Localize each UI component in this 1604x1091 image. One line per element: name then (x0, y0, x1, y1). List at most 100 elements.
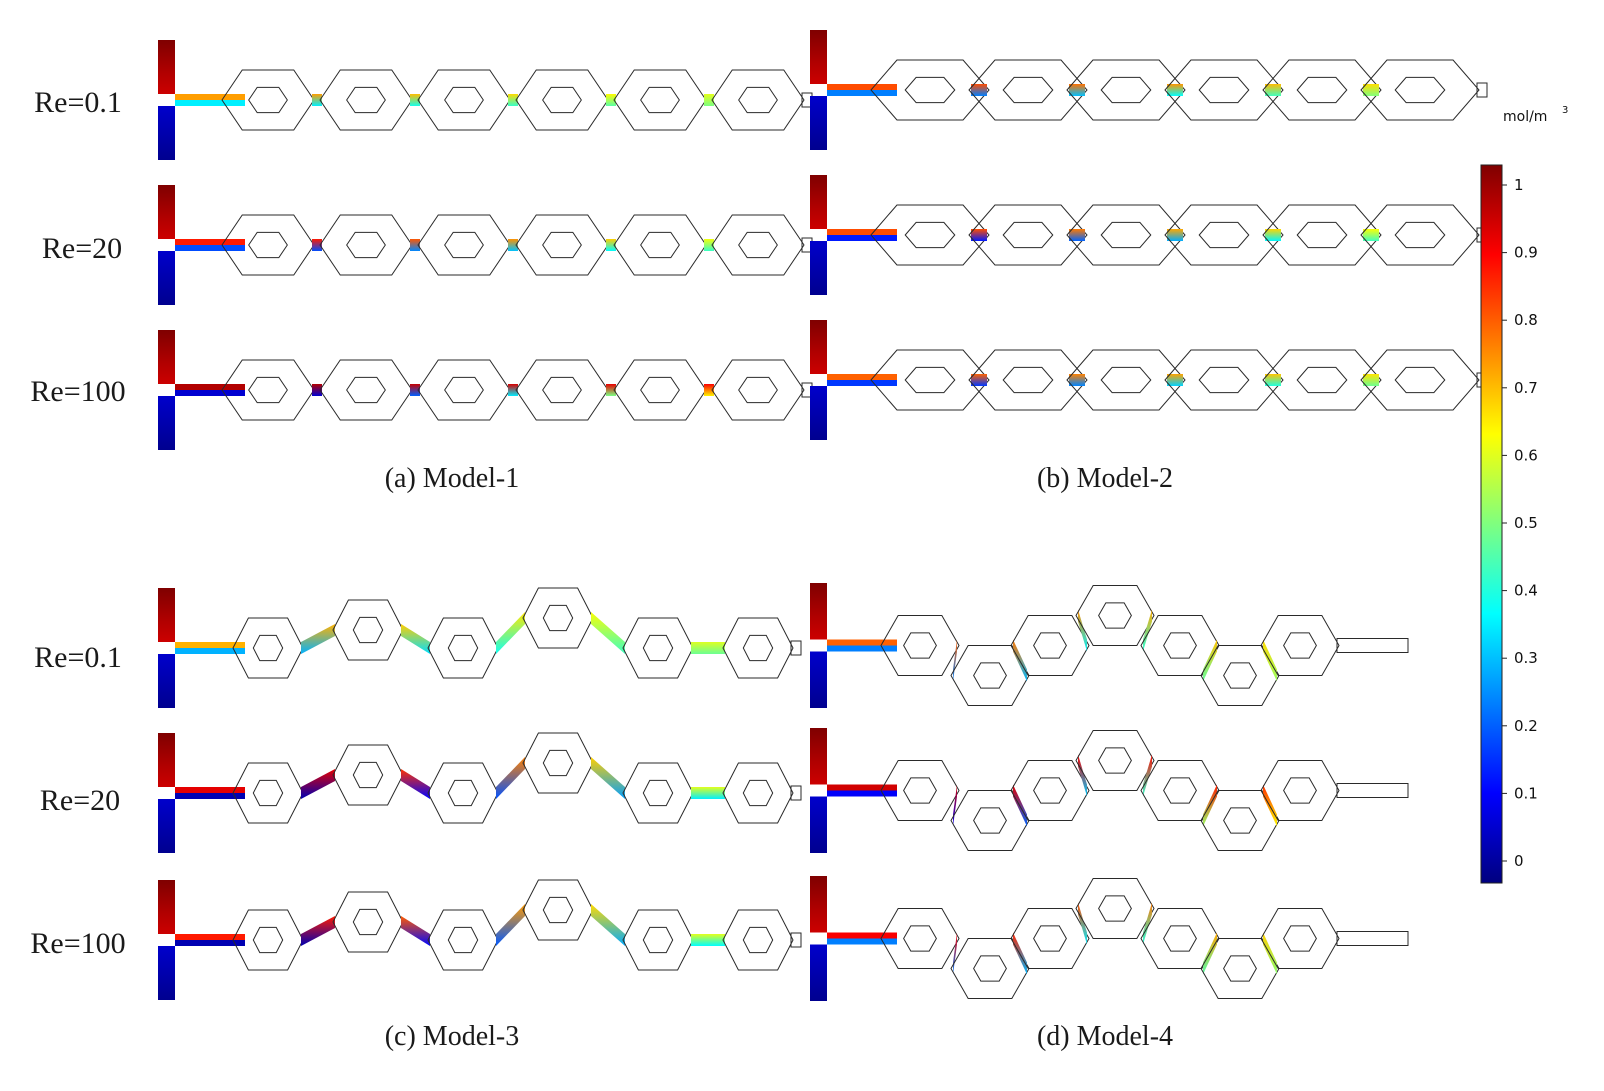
obstacle (1098, 747, 1132, 774)
mixing-chamber (622, 617, 694, 679)
mixing-chamber (427, 909, 499, 971)
obstacle (542, 749, 574, 777)
obstacle (973, 662, 1007, 689)
mixing-chamber (417, 214, 511, 276)
connector-channel (953, 639, 957, 682)
inlet-stream-top (827, 639, 897, 646)
inlet-stream-top (175, 384, 245, 390)
connector-channel (401, 916, 430, 946)
connector-channel (1069, 229, 1085, 241)
obstacle (447, 634, 479, 662)
connector-channel (1069, 84, 1085, 96)
obstacle (904, 366, 956, 394)
connector-channel (1143, 754, 1152, 797)
outlet-channel (1476, 82, 1488, 98)
mixing-chamber (1164, 204, 1284, 266)
connector-channel (301, 769, 335, 799)
inlet-stream-top (827, 784, 897, 791)
row-re-0-1 (158, 40, 813, 160)
obstacle (252, 926, 284, 954)
obstacle (742, 779, 774, 807)
inlet-b-channel (158, 654, 175, 708)
inlet-b-channel (810, 651, 827, 708)
inlet-a-channel (810, 876, 827, 933)
colorbar-tick-label: 0.1 (1514, 784, 1538, 802)
mixing-unit (870, 349, 990, 411)
mixing-chamber (968, 59, 1088, 121)
inlet-stream-bottom (827, 790, 897, 797)
connector-channel (312, 239, 322, 251)
obstacle (738, 231, 778, 259)
obstacle (1033, 925, 1067, 952)
mixing-unit (515, 69, 609, 131)
obstacle (1394, 366, 1446, 394)
mixing-chamber (319, 69, 413, 131)
connector-channel (312, 384, 322, 396)
mixing-unit (613, 359, 707, 421)
obstacle (973, 955, 1007, 982)
mixing-chamber (427, 762, 499, 824)
connector-channel (691, 787, 725, 799)
inlet-stream-bottom (827, 90, 897, 96)
connector-channel (401, 769, 430, 799)
obstacle (444, 376, 484, 404)
connector-channel (1069, 374, 1085, 386)
mixing-unit (1262, 204, 1382, 266)
mixing-chamber (1260, 615, 1340, 676)
obstacle (346, 231, 386, 259)
obstacle (1283, 925, 1317, 952)
connector-channel (606, 384, 616, 396)
mixing-chamber (870, 59, 990, 121)
mixing-unit (711, 69, 805, 131)
connector-channel (1363, 229, 1379, 241)
row-re-20 (158, 185, 813, 305)
caption-model-2: (b) Model-2 (1037, 463, 1173, 494)
inlet-stream-top (175, 934, 245, 940)
connector-channel (496, 757, 525, 799)
mixing-chamber (1260, 908, 1340, 969)
obstacle (1394, 76, 1446, 104)
outlet-channel (1336, 638, 1409, 653)
obstacle (640, 86, 680, 114)
connector-channel (301, 624, 335, 654)
mixing-unit (613, 214, 707, 276)
mixing-unit (613, 69, 707, 131)
mixing-unit (1075, 878, 1155, 939)
obstacle (248, 86, 288, 114)
row-re-0-1 (158, 587, 802, 708)
mixing-chamber (870, 349, 990, 411)
row-re-20 (810, 728, 1409, 853)
caption-model-1: (a) Model-1 (385, 463, 520, 494)
obstacle (252, 779, 284, 807)
obstacle (1296, 366, 1348, 394)
inlet-stream-bottom (175, 100, 245, 106)
obstacle (1002, 366, 1054, 394)
obstacle (904, 76, 956, 104)
mixing-chamber (332, 744, 404, 806)
connector-channel (301, 916, 335, 946)
connector-channel (1143, 902, 1152, 945)
obstacle (1100, 221, 1152, 249)
colorbar-ticks: 1 0.9 0.8 0.7 0.6 0.5 0.4 0.3 0.2 0.1 0 (1502, 176, 1538, 870)
mixing-chamber (1066, 59, 1186, 121)
connector-channel (704, 384, 714, 396)
mixing-unit (1164, 349, 1284, 411)
mixing-unit (1262, 349, 1382, 411)
connector-channel (1363, 374, 1379, 386)
inlet-b-channel (158, 799, 175, 853)
mixing-chamber (613, 359, 707, 421)
inlet-a-channel (810, 728, 827, 785)
connector-channel (1265, 229, 1281, 241)
colorbar-tick-label: 0.8 (1514, 311, 1538, 329)
inlet-stream-bottom (175, 793, 245, 799)
row-re-0-1 (810, 30, 1488, 150)
mixing-unit (1066, 204, 1186, 266)
row-label-re-0-1: Re=0.1 (34, 641, 122, 674)
obstacle (1098, 895, 1132, 922)
mixing-chamber (711, 69, 805, 131)
obstacle (252, 634, 284, 662)
colorbar-tick-label: 1 (1514, 176, 1524, 194)
connector-channel (971, 84, 987, 96)
mixing-unit (880, 760, 960, 821)
inlet-stream-bottom (827, 380, 897, 386)
